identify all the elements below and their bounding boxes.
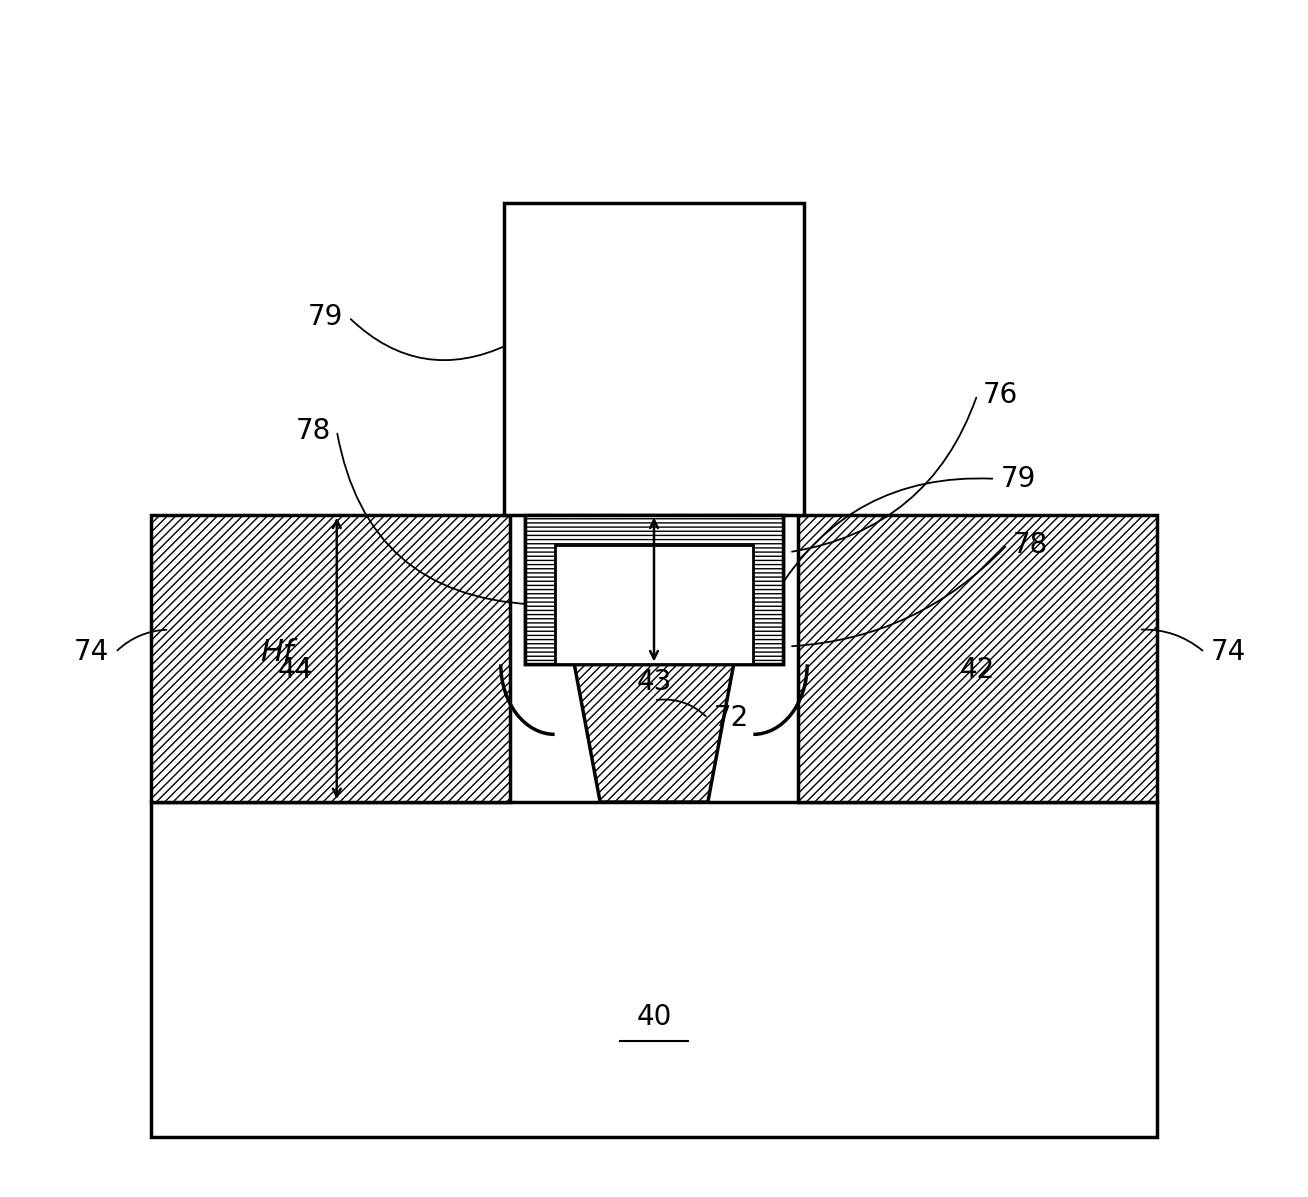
Text: 78: 78	[1014, 530, 1048, 559]
Bar	[152, 802, 1156, 1137]
Text: 56: 56	[637, 327, 671, 356]
Bar	[525, 515, 783, 664]
Text: Hf: Hf	[260, 638, 294, 667]
Text: 44: 44	[277, 656, 313, 685]
Text: 72: 72	[714, 704, 749, 733]
Text: 76: 76	[984, 381, 1019, 409]
Text: 40: 40	[636, 1003, 672, 1032]
Bar	[798, 515, 1156, 802]
Text: 42: 42	[960, 656, 995, 685]
Text: 74: 74	[75, 638, 110, 667]
Text: 43: 43	[636, 668, 672, 697]
Text: 78: 78	[296, 417, 331, 445]
Polygon shape	[547, 515, 761, 802]
Bar	[525, 515, 783, 664]
Bar	[555, 545, 753, 664]
Bar	[505, 203, 803, 515]
Bar	[152, 515, 510, 802]
Text: 74: 74	[1211, 638, 1245, 667]
Bar	[525, 515, 783, 545]
Text: D1: D1	[696, 572, 735, 601]
Text: 79: 79	[1001, 464, 1036, 493]
Bar	[525, 515, 555, 664]
Bar	[753, 515, 783, 664]
Text: 79: 79	[307, 303, 343, 332]
